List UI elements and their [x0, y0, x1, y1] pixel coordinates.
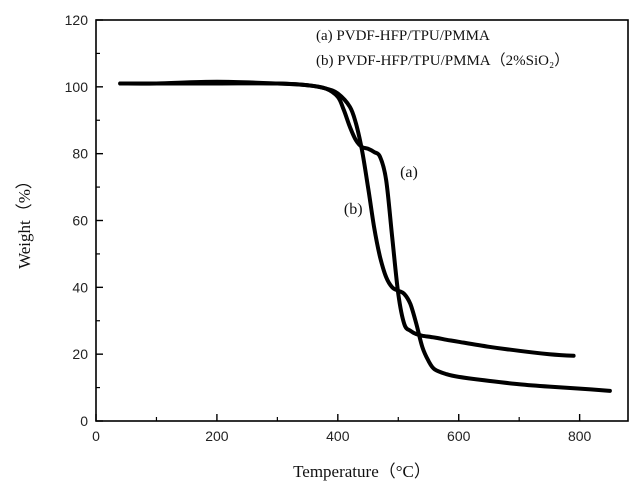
annotation-b: (b)	[344, 201, 363, 218]
plot-lines	[118, 79, 612, 393]
legend-entry-b: (b) PVDF-HFP/TPU/PMMA（2%SiO₂）	[316, 52, 569, 69]
series-line-b	[118, 79, 612, 393]
y-tick-label-0: 0	[80, 413, 88, 429]
x-tick-label-600: 600	[447, 428, 471, 444]
y-tick-label-20: 20	[72, 346, 88, 362]
plot-frame	[95, 19, 629, 422]
x-tick-label-800: 800	[568, 428, 592, 444]
y-axis-label: Weight（%）	[15, 172, 34, 269]
annotation-a: (a)	[400, 164, 418, 181]
y-tick-label-60: 60	[72, 213, 88, 229]
x-tick-label-0: 0	[92, 428, 100, 444]
axes: 0 200 400 600 800 0 20 40 60 80 100 120	[65, 12, 592, 444]
y-tick-label-40: 40	[72, 279, 88, 295]
y-tick-label-120: 120	[65, 12, 89, 28]
y-tick-label-80: 80	[72, 146, 88, 162]
y-tick-label-100: 100	[65, 79, 89, 95]
x-tick-label-400: 400	[326, 428, 350, 444]
legend-entry-a: (a) PVDF-HFP/TPU/PMMA	[316, 28, 490, 44]
x-tick-label-200: 200	[205, 428, 229, 444]
series-line-a	[118, 81, 576, 358]
x-axis-label: Temperature（°C）	[293, 462, 431, 481]
